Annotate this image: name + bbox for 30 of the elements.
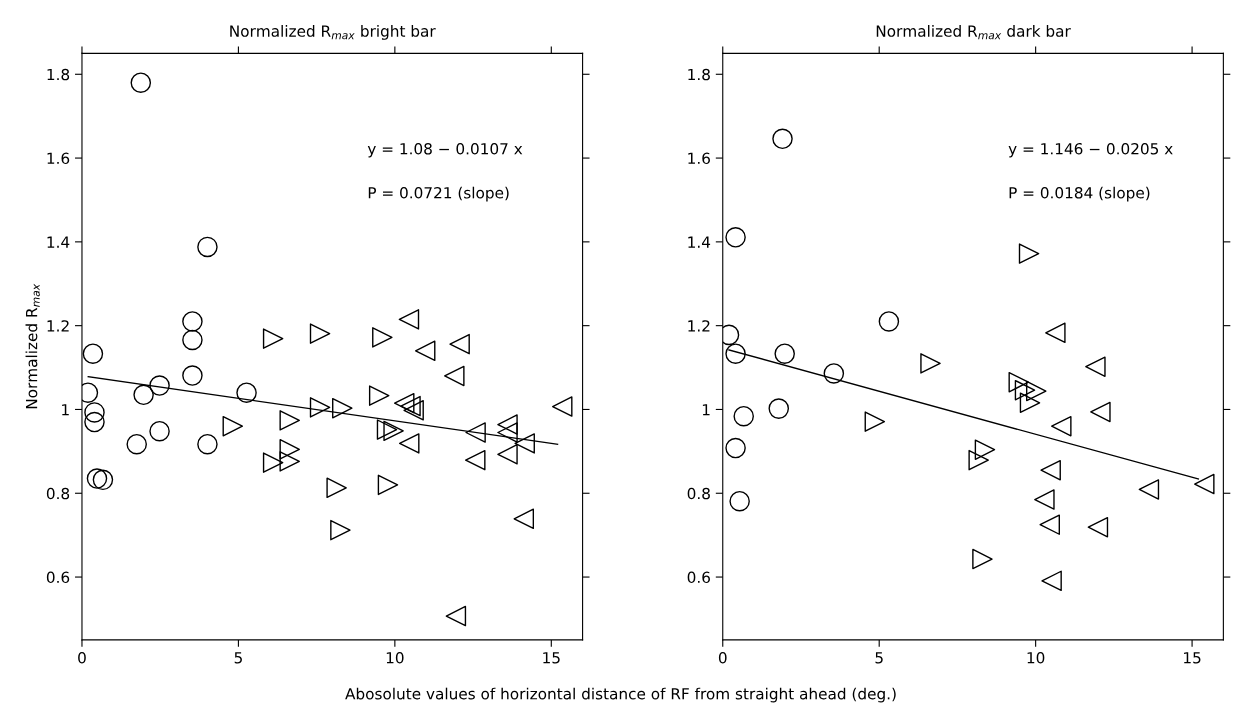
x-tick-label: 0 [718,651,727,664]
x-tick-label: 15 [1184,652,1201,664]
x-tick-label: 10 [386,651,404,664]
chart-title: Normalized R$_{max}$ dark bar [876,25,1071,40]
y-tick-label: 1.8 [47,68,70,81]
x-tick-label: 10 [1027,651,1045,664]
y-tick-label: 1.8 [688,68,710,81]
y-tick-label: 1.6 [688,152,710,165]
x-tick-label: 5 [875,652,883,664]
y-tick-label: 1.2 [47,320,69,332]
y-tick-label: 0.6 [46,571,70,584]
x-axis-title: Abosolute values of horizontal distance of RF from straight ahead (deg.) [345,687,896,703]
annotation: P = 0.0721 (slope) [368,186,509,202]
chart-title: Normalized R$_{max}$ bright bar [230,25,436,40]
y-tick-label: 1.4 [688,236,711,248]
y-tick-label: 1.2 [688,320,710,332]
y-tick-label: 0.6 [687,571,710,584]
x-tick-label: 5 [234,652,242,664]
y-tick-label: 0.8 [46,487,70,500]
annotation: y = 1.08 − 0.0107 x [367,142,523,158]
y-tick-label: 0.8 [687,487,710,500]
y-tick-label: 1 [62,404,69,416]
x-tick-label: 0 [78,651,86,664]
y-tick-label: 1.4 [47,236,70,248]
y-tick-label: 1.6 [47,152,70,165]
annotation: y = 1.146 − 0.0205 x [1008,142,1173,158]
y-axis-title: Normalized R$_{max}$ [25,283,40,409]
y-tick-label: 1 [702,404,710,416]
x-tick-label: 15 [543,652,560,664]
annotation: P = 0.0184 (slope) [1009,186,1150,202]
